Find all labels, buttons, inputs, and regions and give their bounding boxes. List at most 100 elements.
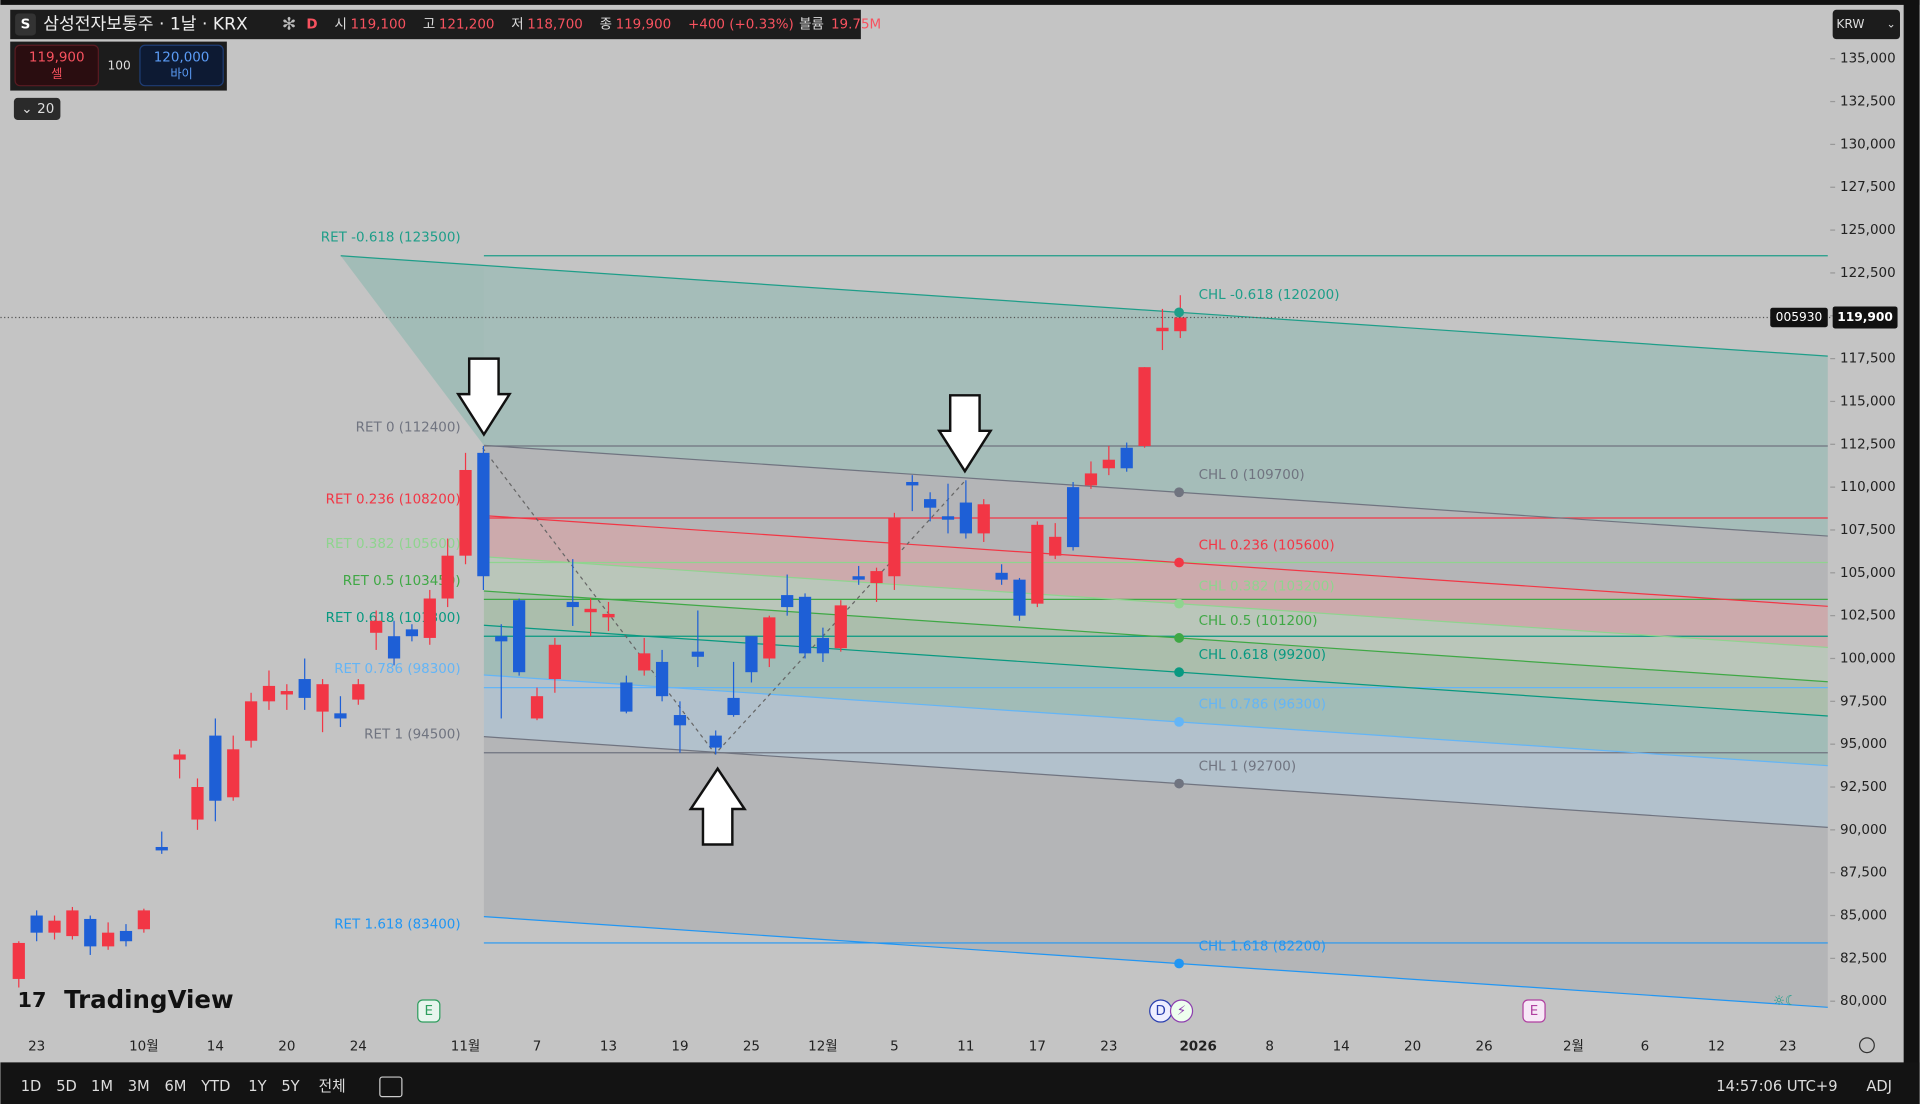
plot: 135,000 132,500 130,000 127,500 125,000 122,5…: [0, 52, 1898, 1054]
event-earnings[interactable]: [1522, 999, 1546, 1023]
candle-body: [816, 637, 830, 654]
buy-price: 120,000: [154, 51, 210, 66]
ohlc-value: 119,900: [616, 17, 672, 32]
candle-body: [1102, 459, 1115, 469]
y-tick-label: 127,500: [1840, 180, 1896, 195]
range-button[interactable]: 6M: [164, 1078, 186, 1095]
channel-fill: [483, 265, 1828, 537]
x-tick-label: 20: [1404, 1039, 1421, 1054]
y-tick-label: 115,000: [1840, 394, 1896, 409]
currency-button[interactable]: [1832, 9, 1900, 40]
bottom-toolbar: [0, 1062, 1920, 1104]
symbol-title[interactable]: 삼성전자보통주 · 1날 · KRX: [43, 14, 248, 34]
x-tick-label: 25: [743, 1039, 760, 1054]
channel-fill: [483, 674, 1828, 828]
sell-button[interactable]: [14, 44, 99, 87]
candle-body: [655, 661, 669, 697]
retracement-label: RET 0.618 (101300): [326, 611, 461, 626]
axis-settings[interactable]: [1858, 1037, 1875, 1054]
candle-body: [798, 596, 812, 654]
candle-body: [834, 605, 847, 649]
channel-label: CHL 1 (92700): [1199, 759, 1296, 774]
candle-body: [12, 942, 25, 979]
candle-body: [119, 930, 133, 942]
channel-line: [340, 255, 1828, 357]
channel-line: [483, 444, 1828, 537]
candle-body: [1120, 447, 1133, 469]
y-tick-label: 85,000: [1840, 909, 1887, 924]
candle-body: [906, 481, 919, 486]
range-button[interactable]: 5Y: [281, 1078, 299, 1095]
top-edge: [0, 0, 1920, 5]
channel-fill: [340, 255, 484, 446]
candle-body: [423, 598, 436, 638]
indicator-toggle[interactable]: [13, 97, 61, 120]
interval-flag: D: [306, 17, 317, 32]
candle-body: [30, 915, 43, 933]
y-tick-label: 80,000: [1840, 994, 1887, 1009]
candle-body: [155, 846, 168, 851]
candle-body: [548, 644, 561, 680]
candle-body: [709, 735, 722, 748]
candle-body: [244, 701, 258, 741]
x-tick-label: 19: [671, 1039, 688, 1054]
y-tick-label: 97,500: [1840, 694, 1887, 709]
symbol-tag: 005930: [1776, 310, 1823, 324]
range-button[interactable]: 3M: [128, 1078, 150, 1095]
session-icon[interactable]: ☼☾: [1773, 994, 1797, 1009]
logo-mark: 𝟭𝟳: [18, 988, 47, 1012]
candle-body: [924, 499, 937, 508]
price-tag: 119,900: [1837, 310, 1893, 324]
candle-body: [405, 629, 419, 637]
adj-toggle[interactable]: ADJ: [1866, 1078, 1892, 1095]
ohlc-value: 121,200: [439, 17, 495, 32]
candle-body: [1049, 536, 1062, 556]
y-tick-label: 100,000: [1840, 651, 1896, 666]
x-tick-label: 7: [533, 1039, 542, 1054]
y-tick-label: 122,500: [1840, 266, 1896, 281]
range-buttons: 1D 5D 1M 3M 6M YTD 1Y 5Y 전체: [21, 1078, 346, 1095]
range-button[interactable]: 1Y: [248, 1078, 266, 1095]
quantity[interactable]: 100: [107, 59, 130, 73]
range-button[interactable]: 1D: [21, 1078, 42, 1095]
candle-body: [477, 452, 490, 577]
retracement-label: RET -0.618 (123500): [321, 230, 461, 245]
x-tick-label: 12: [1708, 1039, 1725, 1054]
x-tick-label: 6: [1641, 1039, 1650, 1054]
channel-label: CHL 0 (109700): [1199, 468, 1305, 483]
channel-fill: [483, 445, 1828, 607]
event-earnings[interactable]: [417, 999, 441, 1023]
y-tick-label: 132,500: [1840, 95, 1896, 110]
channel-fill: [483, 625, 1828, 766]
channel-label: CHL 0.236 (105600): [1199, 538, 1335, 553]
y-tick-label: 112,500: [1840, 437, 1896, 452]
y-tick-label: 82,500: [1840, 951, 1887, 966]
event-split[interactable]: [1169, 999, 1194, 1023]
candle-body: [620, 682, 633, 712]
y-tick-label: 87,500: [1840, 866, 1887, 881]
buy-button[interactable]: [139, 44, 224, 87]
channel-fill: [483, 515, 1828, 648]
candle-body: [1084, 473, 1098, 486]
channel-line: [483, 736, 1828, 828]
date-range-icon[interactable]: [379, 1076, 403, 1098]
range-button[interactable]: 전체: [319, 1078, 346, 1095]
y-tick-label: 130,000: [1840, 137, 1896, 152]
range-button[interactable]: YTD: [200, 1078, 230, 1095]
y-tick-label: 92,500: [1840, 780, 1887, 795]
settings-icon[interactable]: ✻: [282, 14, 296, 34]
y-tick-label: 135,000: [1840, 52, 1896, 67]
candle-body: [1174, 317, 1187, 332]
candle-body: [316, 684, 329, 712]
channel-label: CHL 0.5 (101200): [1199, 614, 1318, 629]
candle-body: [102, 932, 115, 947]
x-tick-label: 5: [890, 1039, 899, 1054]
x-tick-label: 13: [600, 1039, 617, 1054]
arrow-down: [936, 394, 993, 474]
badge-bg: [15, 13, 36, 36]
candle-body: [1066, 487, 1080, 548]
x-tick-label: 23: [28, 1039, 45, 1054]
range-button[interactable]: 5D: [56, 1078, 77, 1095]
range-button[interactable]: 1M: [91, 1078, 113, 1095]
